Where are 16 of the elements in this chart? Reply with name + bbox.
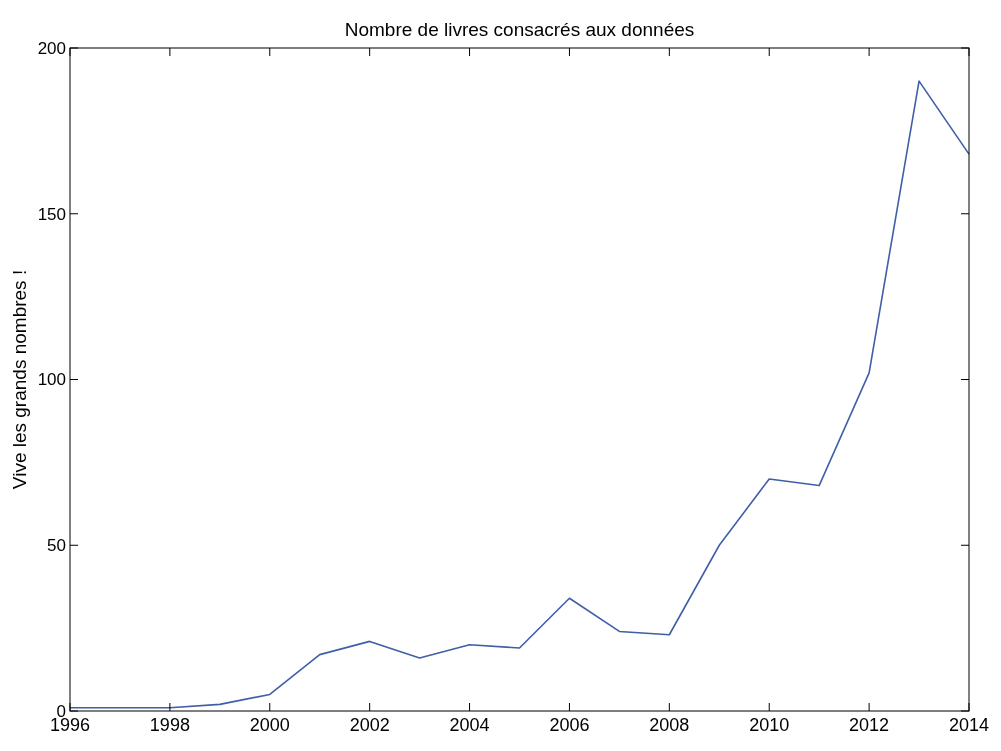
x-tick-label: 2014 [948,715,990,735]
x-tick-label: 2000 [249,715,290,735]
chart-title: Nombre de livres consacrés aux données [344,19,695,40]
x-tick-label: 2002 [349,715,390,735]
y-tick-label: 50 [47,536,66,556]
x-tick-label: 2012 [849,715,890,735]
x-tick-label: 2006 [549,715,590,735]
y-tick-label: 150 [37,204,66,224]
x-tick-label: 2004 [449,715,490,735]
y-tick-label: 200 [37,38,66,58]
y-tick-label: 100 [37,370,66,390]
line-series [69,80,970,709]
x-tick-label: 1998 [149,715,190,735]
x-tick-label: 2008 [649,715,690,735]
x-tick-label: 2010 [749,715,790,735]
y-axis-title: Vive les grands nombres ! [9,269,30,490]
